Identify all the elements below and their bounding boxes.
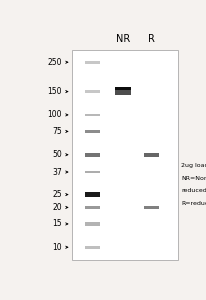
FancyBboxPatch shape <box>115 90 130 95</box>
Text: R=reduced: R=reduced <box>181 201 206 206</box>
Text: 20: 20 <box>52 203 62 212</box>
FancyBboxPatch shape <box>84 130 99 133</box>
Text: NR=Non-: NR=Non- <box>181 176 206 181</box>
Text: 2ug loading: 2ug loading <box>181 163 206 168</box>
Text: 75: 75 <box>52 127 62 136</box>
FancyBboxPatch shape <box>84 206 99 209</box>
FancyBboxPatch shape <box>72 50 177 260</box>
FancyBboxPatch shape <box>84 153 99 157</box>
Text: NR: NR <box>115 34 129 44</box>
FancyBboxPatch shape <box>84 192 99 197</box>
Text: 10: 10 <box>52 243 62 252</box>
FancyBboxPatch shape <box>84 246 99 249</box>
FancyBboxPatch shape <box>144 153 159 157</box>
FancyBboxPatch shape <box>84 90 99 93</box>
Text: 15: 15 <box>52 219 62 228</box>
Text: 25: 25 <box>52 190 62 199</box>
Text: 37: 37 <box>52 167 62 176</box>
Text: 250: 250 <box>47 58 62 67</box>
Text: 100: 100 <box>47 110 62 119</box>
FancyBboxPatch shape <box>115 87 130 93</box>
Text: 150: 150 <box>47 87 62 96</box>
FancyBboxPatch shape <box>84 171 99 173</box>
FancyBboxPatch shape <box>144 206 159 209</box>
Text: R: R <box>148 34 154 44</box>
Text: 50: 50 <box>52 150 62 159</box>
FancyBboxPatch shape <box>84 113 99 116</box>
Text: reduced: reduced <box>181 188 206 193</box>
FancyBboxPatch shape <box>84 61 99 64</box>
FancyBboxPatch shape <box>84 222 99 226</box>
